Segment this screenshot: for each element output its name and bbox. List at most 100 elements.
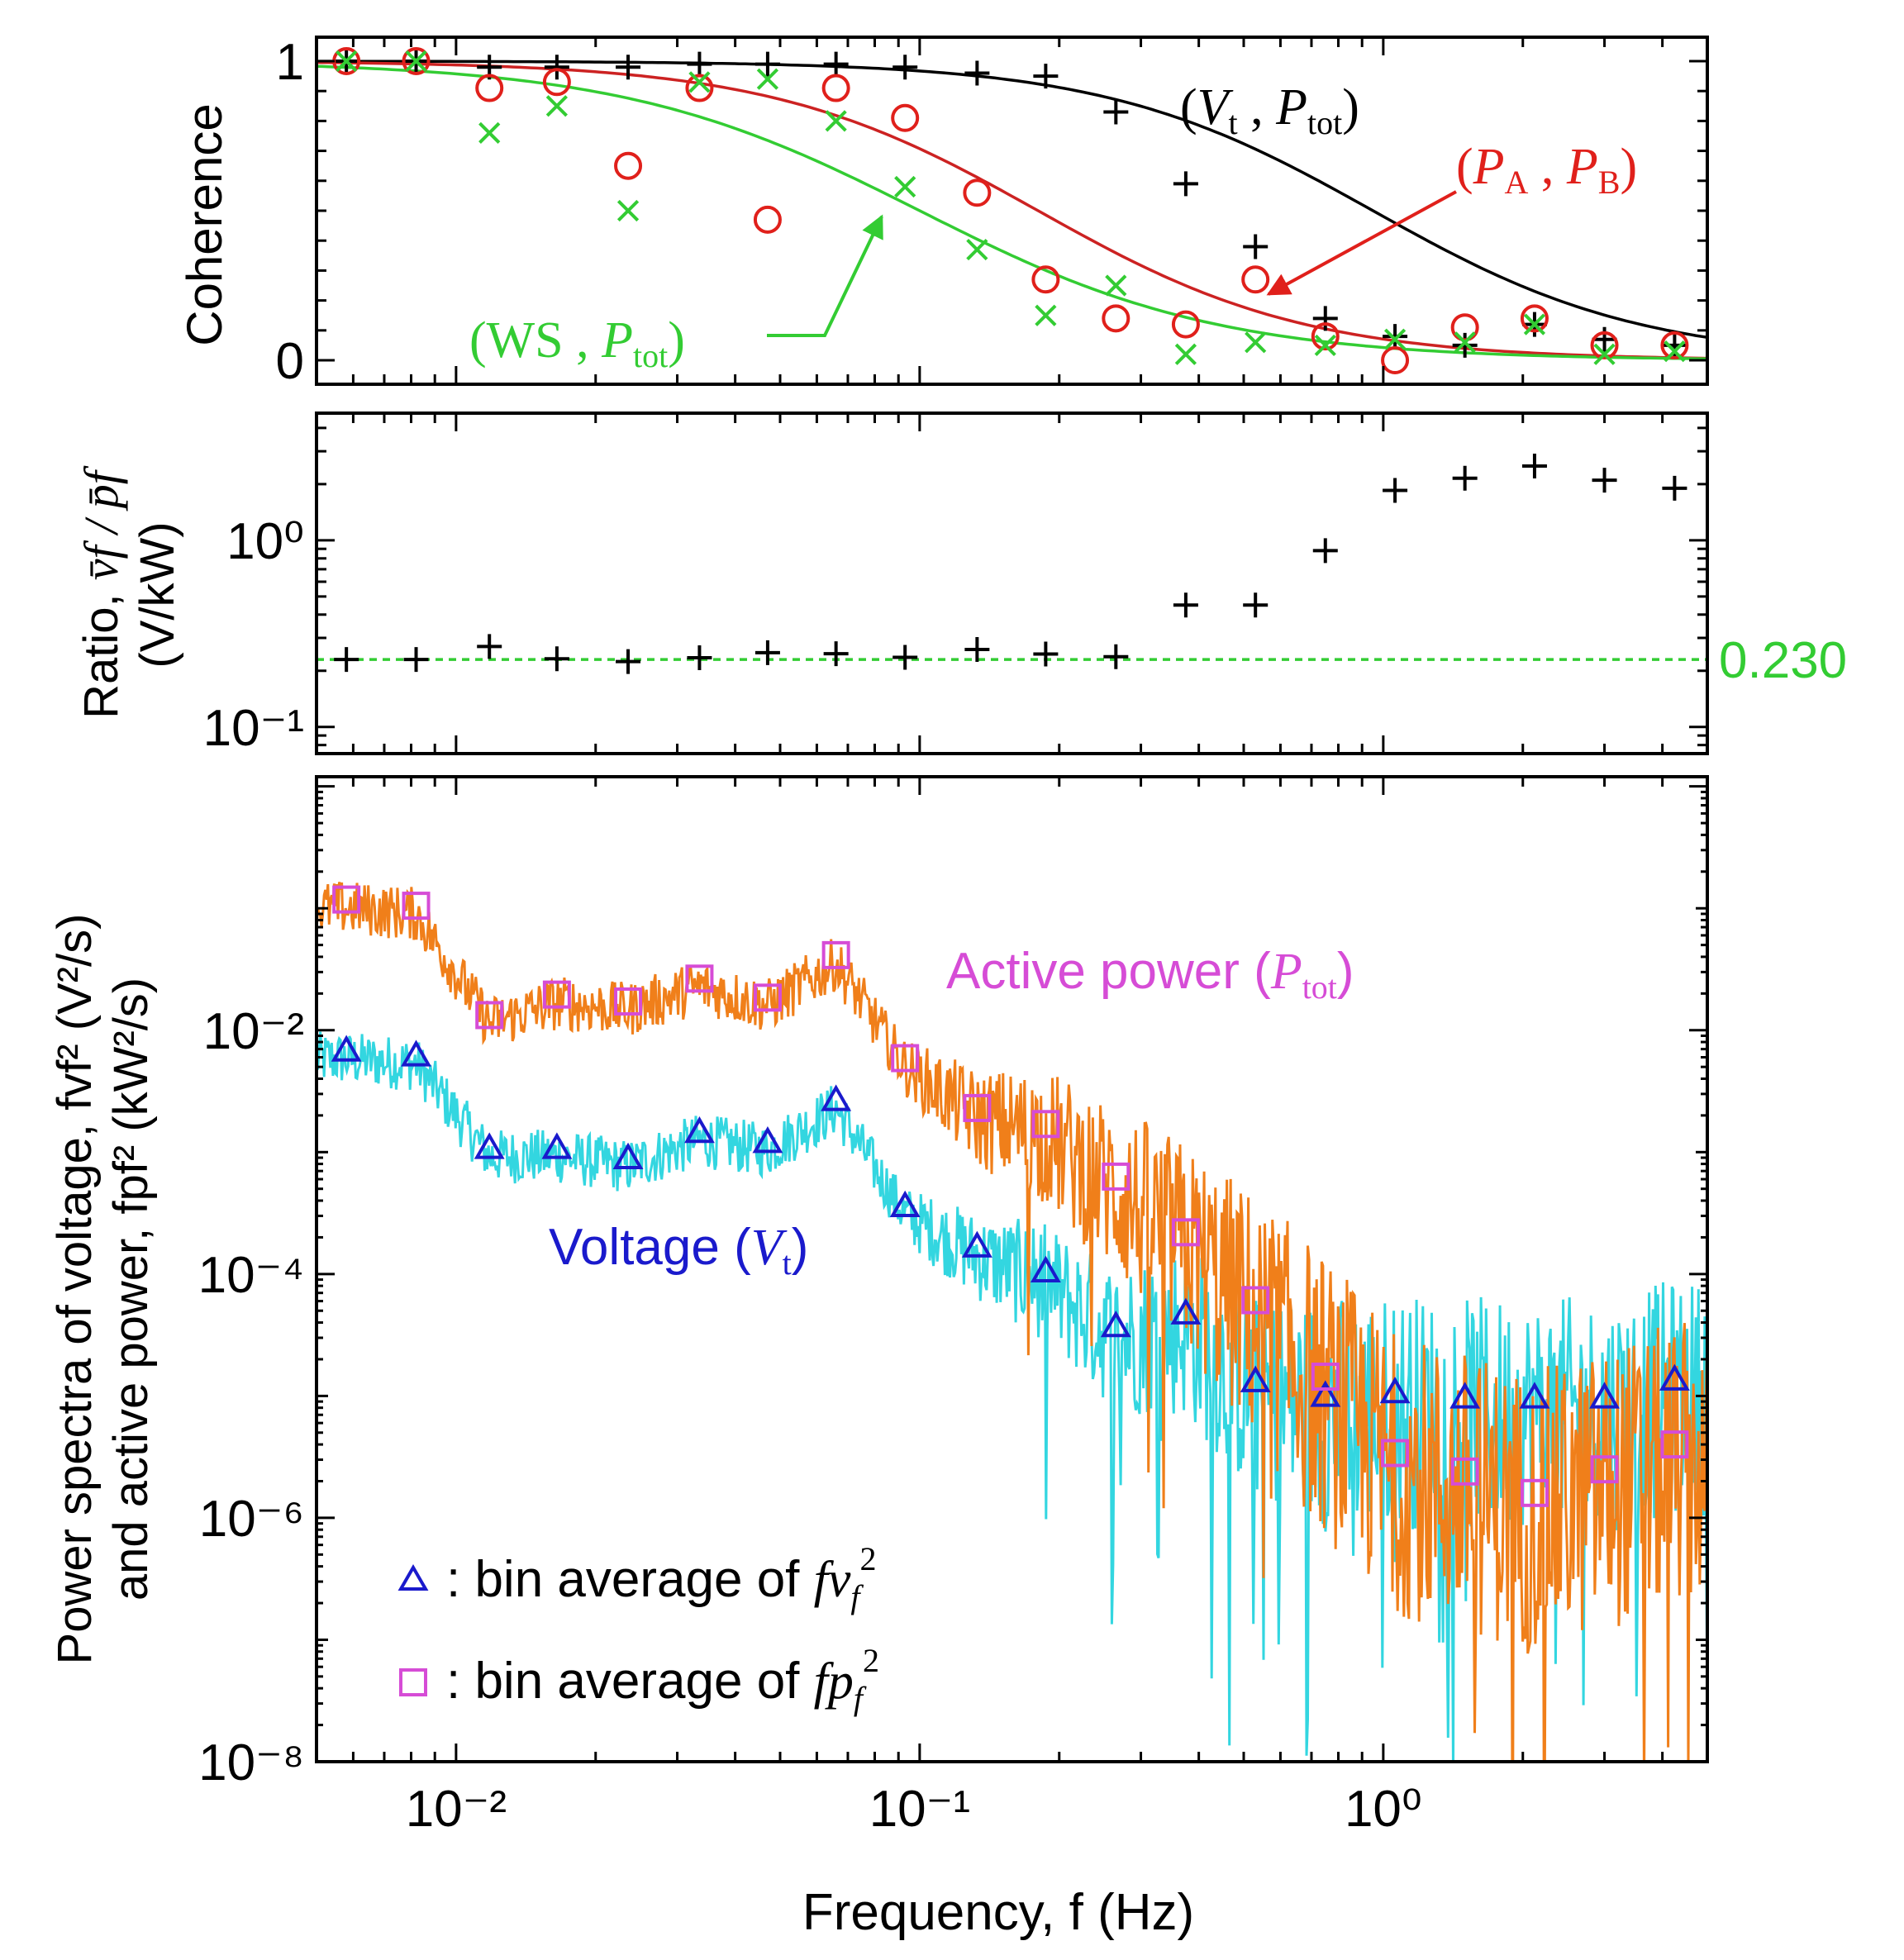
- svg-text:Ratio, v̄f / p̄f: Ratio, v̄f / p̄f: [74, 465, 128, 719]
- ratio-point-9: [964, 637, 990, 663]
- fit-curve-0: [317, 59, 1707, 340]
- legend-square-marker: [399, 1668, 427, 1696]
- ratio-point-17: [1521, 453, 1547, 478]
- power-bin-point-8: [891, 1044, 920, 1073]
- ratio-point-15: [1383, 478, 1408, 503]
- coherence-point-s2-14: [1314, 334, 1336, 357]
- voltage-bin-point-2: [474, 1132, 505, 1159]
- coherence-panel: Coherence 1 0 (Vt , Ptot) (PA , PB) (WS …: [177, 34, 1709, 390]
- voltage-bin-point-7: [821, 1084, 852, 1111]
- coherence-point-s1-4: [614, 151, 643, 180]
- coherence-point-s1-1: [402, 46, 431, 75]
- ratio-point-13: [1243, 592, 1269, 618]
- coherence-point-s2-11: [1105, 274, 1127, 297]
- coherence-point-s2-9: [966, 238, 988, 261]
- coherence-point-s1-10: [1031, 265, 1060, 294]
- ratio-point-18: [1592, 468, 1617, 493]
- spectra-xtick-label-1: 10⁻¹: [869, 1781, 970, 1838]
- spectra-ylabel: Power spectra of voltage, fvf² (V²/s) an…: [48, 914, 158, 1665]
- voltage-bin-point-9: [961, 1230, 992, 1258]
- power-bin-point-11: [1102, 1162, 1130, 1191]
- voltage-bin-point-5: [683, 1116, 715, 1144]
- voltage-bin-point-13: [1240, 1365, 1271, 1392]
- ratio-point-14: [1312, 538, 1338, 564]
- ratio-point-4: [616, 649, 641, 674]
- coherence-point-s0-7: [823, 51, 849, 77]
- voltage-bin-point-6: [752, 1126, 783, 1154]
- voltage-bin-point-8: [889, 1190, 921, 1218]
- ratio-ytick-10e0: 10⁰: [226, 513, 304, 570]
- coherence-point-s1-3: [542, 68, 571, 97]
- coherence-ytick-0: 0: [276, 333, 304, 390]
- voltage-bin-point-12: [1170, 1297, 1202, 1325]
- coherence-point-s0-3: [544, 55, 569, 80]
- coherence-point-s1-18: [1590, 331, 1619, 359]
- coherence-point-s0-15: [1383, 324, 1408, 350]
- power-bin-point-15: [1381, 1439, 1410, 1468]
- spectra-xlabel: Frequency, f (Hz): [802, 1884, 1194, 1941]
- coherence-point-s1-7: [821, 74, 850, 102]
- coherence-point-s2-10: [1035, 304, 1057, 326]
- arrow-ws-ptot: [767, 214, 883, 337]
- coherence-point-s1-6: [753, 205, 782, 234]
- ratio-point-10: [1033, 641, 1059, 667]
- voltage-bin-point-15: [1379, 1377, 1411, 1404]
- coherence-point-s1-14: [1311, 322, 1340, 351]
- coherence-point-s0-11: [1103, 99, 1129, 125]
- spectra-panel: 10⁻² 10⁻⁴ 10⁻⁶ 10⁻⁸ 10⁻² 10⁻¹ 10⁰ Frequency, …: [48, 775, 1709, 1941]
- spectra-frame: [315, 775, 1709, 1763]
- legend-triangle-marker: [397, 1563, 429, 1591]
- ratio-panel: 0.230 10⁰ 10⁻¹ Ratio, v̄f / p̄f (V/kW): [74, 412, 1847, 757]
- coherence-point-s2-7: [825, 110, 847, 132]
- coherence-point-s0-4: [616, 55, 641, 80]
- coherence-point-s2-8: [894, 175, 916, 198]
- svg-text:and active power, fpf² (kW²/s): and active power, fpf² (kW²/s): [104, 978, 158, 1601]
- ratio-point-3: [544, 646, 569, 672]
- power-bin-point-3: [542, 980, 571, 1009]
- coherence-point-s1-8: [891, 103, 920, 132]
- ratio-point-12: [1173, 592, 1198, 618]
- voltage-bin-point-17: [1519, 1382, 1550, 1409]
- coherence-point-s0-16: [1452, 332, 1478, 358]
- ratio-ytick-10e-1: 10⁻¹: [203, 700, 304, 757]
- voltage-bin-point-4: [612, 1142, 644, 1170]
- coherence-point-s0-12: [1173, 171, 1198, 197]
- voltage-bin-point-18: [1589, 1382, 1620, 1409]
- coherence-point-s1-5: [685, 74, 714, 102]
- arrow-pa-pb: [1266, 190, 1457, 296]
- voltage-bin-point-0: [331, 1035, 362, 1062]
- coherence-point-s0-14: [1312, 306, 1338, 331]
- annotation-ws-ptot: (WS , Ptot): [469, 214, 883, 374]
- coherence-point-s1-2: [475, 74, 504, 102]
- svg-text:: bin average of fpf2: : bin average of fpf2: [446, 1642, 879, 1717]
- power-bin-point-2: [475, 1001, 504, 1030]
- ratio-point-5: [687, 645, 712, 670]
- ratio-point-7: [823, 641, 849, 667]
- power-bin-point-18: [1590, 1455, 1619, 1484]
- svg-text:(Vt , Ptot): (Vt , Ptot): [1180, 79, 1359, 141]
- coherence-point-s1-17: [1520, 304, 1549, 333]
- svg-text:Power spectra of voltage, fvf²: Power spectra of voltage, fvf² (V²/s): [48, 914, 102, 1665]
- annotation-vt-ptot: (Vt , Ptot): [1180, 79, 1359, 141]
- coherence-point-s2-13: [1245, 331, 1267, 354]
- coherence-point-s1-13: [1241, 265, 1270, 294]
- coherence-point-s0-5: [687, 51, 712, 77]
- voltage-bin-point-1: [401, 1039, 431, 1067]
- power-bin-point-12: [1171, 1218, 1200, 1247]
- svg-text:(WS , Ptot): (WS , Ptot): [469, 312, 685, 374]
- power-bin-point-6: [753, 983, 782, 1012]
- ratio-point-8: [892, 645, 918, 670]
- ratio-point-19: [1662, 475, 1687, 501]
- annotation-pa-pb: (PA , PB): [1266, 139, 1637, 296]
- coherence-ylabel: Coherence: [177, 103, 232, 346]
- svg-text:Voltage (Vt): Voltage (Vt): [549, 1219, 808, 1282]
- coherence-point-s2-19: [1664, 340, 1686, 363]
- coherence-point-s2-0: [336, 50, 358, 73]
- coherence-point-s0-8: [892, 55, 918, 80]
- power-bin-point-5: [685, 964, 714, 993]
- coherence-point-s0-18: [1592, 326, 1617, 352]
- power-bin-point-19: [1660, 1430, 1689, 1459]
- coherence-point-s2-4: [616, 199, 640, 222]
- svg-text:(V/kW): (V/kW): [131, 521, 184, 668]
